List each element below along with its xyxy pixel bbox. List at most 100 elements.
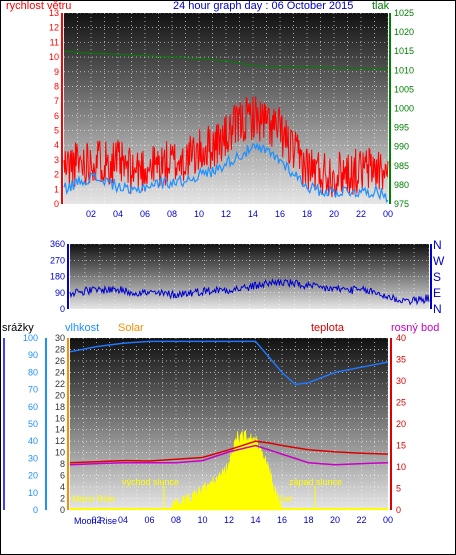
- wind-y-tick-label: 0: [54, 199, 59, 209]
- humidity-x-tick-label: 00: [383, 515, 393, 525]
- pressure-y-tick-label: 1015: [394, 46, 414, 56]
- humidity-series: [69, 340, 389, 511]
- temperature-y-tick-label: 0: [396, 505, 401, 515]
- sunrise-label: východ slunce: [122, 477, 180, 487]
- direction-axes: 0 90 180 270 360: [50, 239, 432, 314]
- solar-y-tick-label: 4: [60, 482, 65, 492]
- humidity-y-tick-label: 100: [23, 333, 38, 343]
- wind-x-tick-label: 08: [167, 209, 177, 219]
- humidity-y-tick-label: 50: [28, 419, 38, 429]
- humidity-y-tick-label: 0: [33, 505, 38, 515]
- wind-pressure-chart: 0123456789101112139759809859909951000100…: [49, 8, 414, 219]
- solar-y-tick-label: 2: [60, 494, 65, 504]
- wind-x-tick-label: 16: [275, 209, 285, 219]
- wind-direction-chart: 0 90 180 270 360: [50, 239, 432, 314]
- wind-y-tick-label: 7: [54, 96, 59, 106]
- pressure-y-tick-label: 980: [394, 180, 409, 190]
- temperature-y-tick-label: 10: [396, 462, 406, 472]
- temperature-y-tick-label: 25: [396, 398, 406, 408]
- solar-y-tick-label: 8: [60, 459, 65, 469]
- humidity-y-tick-label: 10: [28, 488, 38, 498]
- humidity-y-tick-label: 70: [28, 385, 38, 395]
- temperature-y-tick-label: 20: [396, 419, 406, 429]
- direction-y-tick-label: 270: [50, 255, 65, 265]
- pressure-label: tlak: [372, 0, 390, 12]
- wind-y-tick-label: 11: [50, 37, 59, 47]
- wind-x-tick-label: 12: [221, 209, 231, 219]
- dir-label-e: E: [433, 286, 442, 300]
- graph-title: 24 hour graph day : 06 October 2015: [173, 0, 354, 12]
- wind-x-tick-label: 14: [248, 209, 258, 219]
- humidity-x-tick-label: 18: [303, 515, 313, 525]
- humidity-y-tick-label: 90: [28, 350, 38, 360]
- humidity-line: [69, 340, 389, 386]
- wind-x-tick-label: 20: [329, 209, 339, 219]
- dir-label-n-top: N: [433, 238, 442, 252]
- solar-y-tick-label: 12: [55, 436, 65, 446]
- temperature-y-tick-label: 35: [396, 355, 406, 365]
- pressure-y-tick-label: 1000: [394, 104, 414, 114]
- moon-line: [70, 508, 388, 510]
- temperature-y-tick-label: 30: [396, 376, 406, 386]
- wind-x-tick-label: 06: [140, 209, 150, 219]
- temperature-y-tick-label: 5: [396, 484, 401, 494]
- wind-x-tick-label: 00: [383, 209, 393, 219]
- wind-y-tick-label: 10: [49, 52, 59, 62]
- pressure-y-tick-label: 1020: [394, 27, 414, 37]
- moonrise-axis-label: Moon Rise: [74, 516, 118, 526]
- solar-y-tick-label: 18: [55, 402, 65, 412]
- pressure-y-tick-label: 1010: [394, 65, 414, 75]
- direction-series: [69, 278, 430, 306]
- solar-y-tick-label: 30: [55, 333, 65, 343]
- solar-y-tick-label: 6: [60, 471, 65, 481]
- temperature-line: [69, 440, 389, 464]
- direction-y-tick-label: 90: [55, 288, 65, 298]
- pressure-y-tick-label: 1025: [394, 8, 414, 18]
- wind-y-tick-label: 2: [54, 170, 59, 180]
- wind-y-tick-label: 4: [54, 140, 59, 150]
- humidity-axes: 0246810121416182022242628300102030405060…: [3, 333, 406, 525]
- wind-x-tick-label: 10: [194, 209, 204, 219]
- wind-average-line: [63, 141, 389, 204]
- solar-y-tick-label: 16: [55, 413, 65, 423]
- moonrise-label: Moon Rise: [72, 494, 116, 504]
- solar-label: Solar: [118, 322, 144, 334]
- humidity-y-tick-label: 20: [28, 471, 38, 481]
- humidity-x-tick-label: 12: [224, 515, 234, 525]
- solar-y-tick-label: 22: [55, 379, 65, 389]
- direction-grid: [70, 243, 430, 310]
- pressure-line: [63, 50, 389, 70]
- humidity-y-tick-label: 40: [28, 436, 38, 446]
- wind-x-tick-label: 02: [86, 209, 96, 219]
- wind-speed-label: rychlost větru: [6, 0, 72, 12]
- solar-y-tick-label: 10: [55, 448, 65, 458]
- solar-y-tick-label: 24: [55, 367, 65, 377]
- wind-y-tick-label: 8: [54, 81, 59, 91]
- sunset-label: západ slunce: [289, 477, 343, 487]
- pressure-y-tick-label: 985: [394, 161, 409, 171]
- pressure-y-tick-label: 995: [394, 123, 409, 133]
- wind-y-tick-label: 5: [54, 126, 59, 136]
- humidity-x-tick-label: 02: [91, 515, 101, 525]
- pressure-y-tick-label: 975: [394, 199, 409, 209]
- wind-series: [63, 50, 389, 204]
- pressure-y-tick-label: 990: [394, 142, 409, 152]
- wind-y-tick-label: 3: [54, 155, 59, 165]
- dewpoint-label: rosný bod: [391, 322, 440, 334]
- wind-axes: 0123456789101112139759809859909951000100…: [49, 8, 414, 219]
- humidity-x-tick-label: 22: [356, 515, 366, 525]
- temperature-label: teplota: [311, 322, 345, 334]
- humidity-x-tick-label: 20: [330, 515, 340, 525]
- wind-x-tick-label: 18: [302, 209, 312, 219]
- solar-y-tick-label: 20: [55, 390, 65, 400]
- wind-y-tick-label: 9: [54, 67, 59, 77]
- wind-x-tick-label: 04: [113, 209, 123, 219]
- moonset-label: Moon Set: [254, 494, 293, 504]
- wind-y-tick-label: 1: [54, 184, 59, 194]
- temperature-y-tick-label: 40: [396, 333, 406, 343]
- wind-gust-line: [63, 96, 389, 198]
- dir-label-n-bottom: N: [433, 302, 442, 316]
- direction-y-tick-label: 0: [60, 304, 65, 314]
- humidity-y-tick-label: 60: [28, 402, 38, 412]
